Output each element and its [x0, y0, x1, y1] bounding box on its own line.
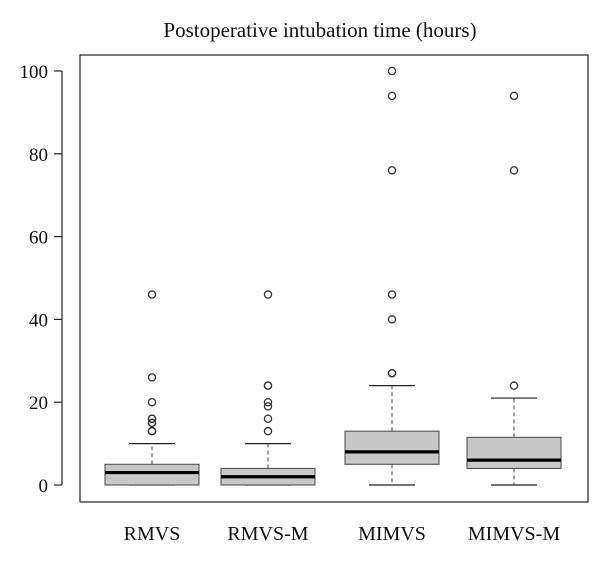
y-tick-label: 40 — [29, 310, 48, 331]
y-tick-label: 20 — [29, 393, 48, 414]
outlier-point — [387, 166, 397, 175]
plot-frame — [79, 54, 589, 503]
x-category-label: MIMVS-M — [468, 523, 560, 545]
outlier-point — [147, 418, 157, 428]
box-group — [344, 66, 440, 486]
outlier-point — [387, 91, 397, 101]
outlier-point — [263, 426, 273, 436]
x-category-label: RMVS-M — [227, 523, 308, 545]
box-group — [220, 290, 316, 486]
y-tick-label: 80 — [29, 145, 48, 166]
y-tick-label: 60 — [29, 228, 48, 249]
outlier-point — [147, 373, 157, 382]
outlier-point — [147, 426, 157, 436]
outlier-point — [263, 290, 273, 299]
outlier-point — [387, 315, 397, 324]
x-category-label: MIMVS — [358, 523, 426, 545]
outlier-point — [263, 397, 273, 407]
y-tick-label: 0 — [39, 476, 49, 497]
outlier-point — [387, 368, 397, 378]
x-axis-labels: RMVS RMVS-M MIMVS MIMVS-M — [124, 523, 561, 545]
y-tick-label: 100 — [20, 62, 49, 83]
outlier-point — [387, 66, 397, 76]
iqr-box — [466, 436, 562, 469]
y-axis-ticks: 0 20 40 60 80 100 — [20, 62, 62, 497]
outlier-point — [147, 397, 157, 407]
chart-title: Postoperative intubation time (hours) — [163, 18, 476, 42]
box-group — [104, 290, 200, 486]
iqr-box — [104, 463, 200, 486]
x-category-label: RMVS — [124, 523, 181, 545]
iqr-box — [344, 430, 440, 465]
outlier-point — [509, 166, 519, 175]
outlier-point — [147, 414, 157, 424]
outlier-point — [509, 91, 519, 101]
outlier-point — [263, 381, 273, 390]
outlier-point — [509, 381, 519, 390]
outlier-point — [147, 290, 157, 299]
box-group — [466, 91, 562, 486]
outlier-point — [263, 414, 273, 424]
boxes-layer — [104, 66, 562, 486]
outlier-point — [263, 402, 273, 411]
outlier-point — [387, 290, 397, 299]
